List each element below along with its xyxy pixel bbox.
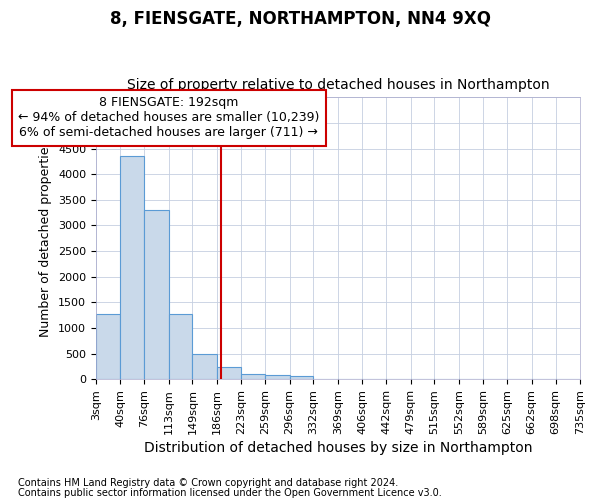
Bar	[169, 314, 193, 379]
Bar	[217, 367, 241, 379]
Bar	[265, 376, 290, 379]
Bar	[290, 376, 313, 379]
Y-axis label: Number of detached properties: Number of detached properties	[40, 140, 52, 337]
Text: 8, FIENSGATE, NORTHAMPTON, NN4 9XQ: 8, FIENSGATE, NORTHAMPTON, NN4 9XQ	[110, 10, 491, 28]
Bar	[120, 156, 144, 379]
Bar	[193, 354, 217, 379]
Text: Contains HM Land Registry data © Crown copyright and database right 2024.: Contains HM Land Registry data © Crown c…	[18, 478, 398, 488]
X-axis label: Distribution of detached houses by size in Northampton: Distribution of detached houses by size …	[143, 441, 532, 455]
Bar	[96, 314, 120, 379]
Text: Contains public sector information licensed under the Open Government Licence v3: Contains public sector information licen…	[18, 488, 442, 498]
Bar	[144, 210, 169, 379]
Text: 8 FIENSGATE: 192sqm
← 94% of detached houses are smaller (10,239)
6% of semi-det: 8 FIENSGATE: 192sqm ← 94% of detached ho…	[18, 96, 319, 140]
Title: Size of property relative to detached houses in Northampton: Size of property relative to detached ho…	[127, 78, 549, 92]
Bar	[241, 374, 265, 379]
